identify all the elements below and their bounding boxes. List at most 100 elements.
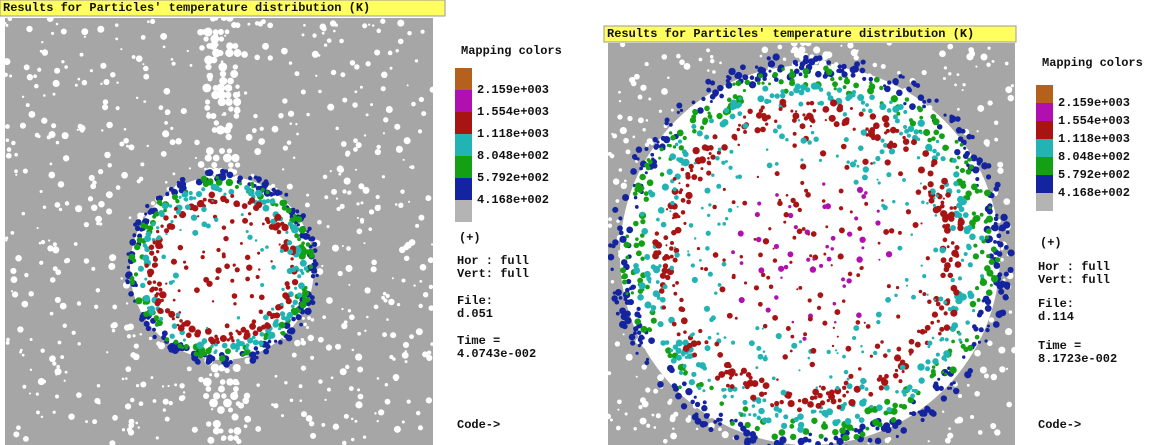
inner-particle [672, 206, 675, 209]
pore [258, 21, 263, 26]
pore [170, 127, 173, 130]
hot-particle [263, 205, 270, 212]
hot-particle [804, 74, 809, 79]
hot-particle [654, 143, 659, 148]
pore [676, 54, 681, 59]
hot-particle [242, 327, 246, 331]
inner-particle [919, 290, 923, 294]
hot-particle [842, 121, 847, 126]
inner-particle [791, 343, 797, 349]
pore [47, 135, 51, 139]
hot-particle [775, 413, 779, 417]
hot-particle [993, 240, 997, 244]
hot-particle [224, 169, 228, 173]
hot-particle [718, 422, 722, 426]
pore [405, 360, 408, 363]
inner-particle [920, 222, 922, 224]
hot-particle [174, 215, 177, 218]
hot-particle [779, 436, 786, 443]
hot-particle [694, 396, 697, 399]
hot-particle [149, 309, 155, 315]
hot-particle [900, 427, 907, 434]
pore [140, 333, 143, 336]
hot-particle [899, 404, 903, 408]
pore [149, 337, 152, 340]
hot-particle [871, 136, 875, 140]
inner-particle [661, 222, 667, 228]
inner-particle [792, 321, 795, 324]
pore [255, 426, 261, 432]
pore [171, 58, 174, 61]
pore [944, 66, 947, 69]
code-label: Code-> [1038, 418, 1081, 432]
pore [260, 127, 264, 131]
hot-particle [972, 211, 976, 215]
pore [1008, 95, 1014, 101]
inner-particle [691, 332, 695, 336]
hot-particle [851, 428, 854, 431]
hot-particle [931, 136, 936, 141]
legend-swatch [1036, 157, 1053, 175]
pore [10, 268, 16, 274]
hot-particle [681, 403, 687, 409]
hot-particle [265, 344, 270, 349]
pore [633, 427, 637, 431]
pore [409, 166, 411, 168]
pore [65, 371, 68, 374]
hot-particle [633, 191, 638, 196]
hot-particle [972, 324, 977, 329]
pore [278, 113, 283, 118]
hot-particle [874, 77, 880, 83]
hot-particle [767, 57, 771, 61]
hot-particle [702, 389, 705, 392]
inner-particle [178, 289, 181, 292]
hot-particle [848, 399, 855, 406]
pore [957, 108, 960, 111]
pore [96, 288, 100, 292]
pore [120, 48, 122, 50]
pore [991, 374, 997, 380]
hot-particle [889, 100, 893, 104]
hot-particle [997, 272, 1002, 277]
hot-particle [639, 174, 646, 181]
pore [640, 397, 646, 403]
hot-particle [216, 179, 223, 186]
inner-particle [953, 289, 959, 295]
inner-particle [704, 267, 708, 271]
inner-particle [846, 278, 851, 283]
pore [98, 169, 103, 174]
pore [375, 205, 381, 211]
inner-particle [673, 187, 677, 191]
pore [371, 260, 377, 266]
hot-particle [829, 115, 834, 120]
hot-particle [850, 107, 853, 110]
pore [377, 420, 379, 422]
legend-title: Mapping colors [461, 44, 562, 58]
hot-particle [622, 280, 627, 285]
hot-particle [884, 122, 890, 128]
pore [51, 32, 54, 35]
inner-particle [735, 317, 738, 320]
pore [357, 332, 361, 336]
pore [137, 179, 141, 183]
hot-particle [721, 388, 725, 392]
inner-particle [864, 191, 868, 195]
hot-particle [719, 401, 724, 406]
inner-particle [927, 299, 931, 303]
hot-particle [790, 78, 795, 83]
pore [156, 436, 159, 439]
inner-particle [887, 284, 891, 288]
pore [175, 138, 181, 144]
pore [1003, 198, 1010, 205]
hot-particle [886, 407, 891, 412]
hot-particle [651, 264, 656, 269]
hot-particle [824, 425, 828, 429]
hot-particle [971, 184, 978, 191]
pore [374, 304, 379, 309]
inner-particle [858, 367, 862, 371]
inner-particle [216, 248, 220, 252]
channel-gap [206, 421, 212, 427]
pore [348, 284, 350, 286]
hot-particle [297, 274, 301, 278]
channel-gap [230, 70, 238, 78]
